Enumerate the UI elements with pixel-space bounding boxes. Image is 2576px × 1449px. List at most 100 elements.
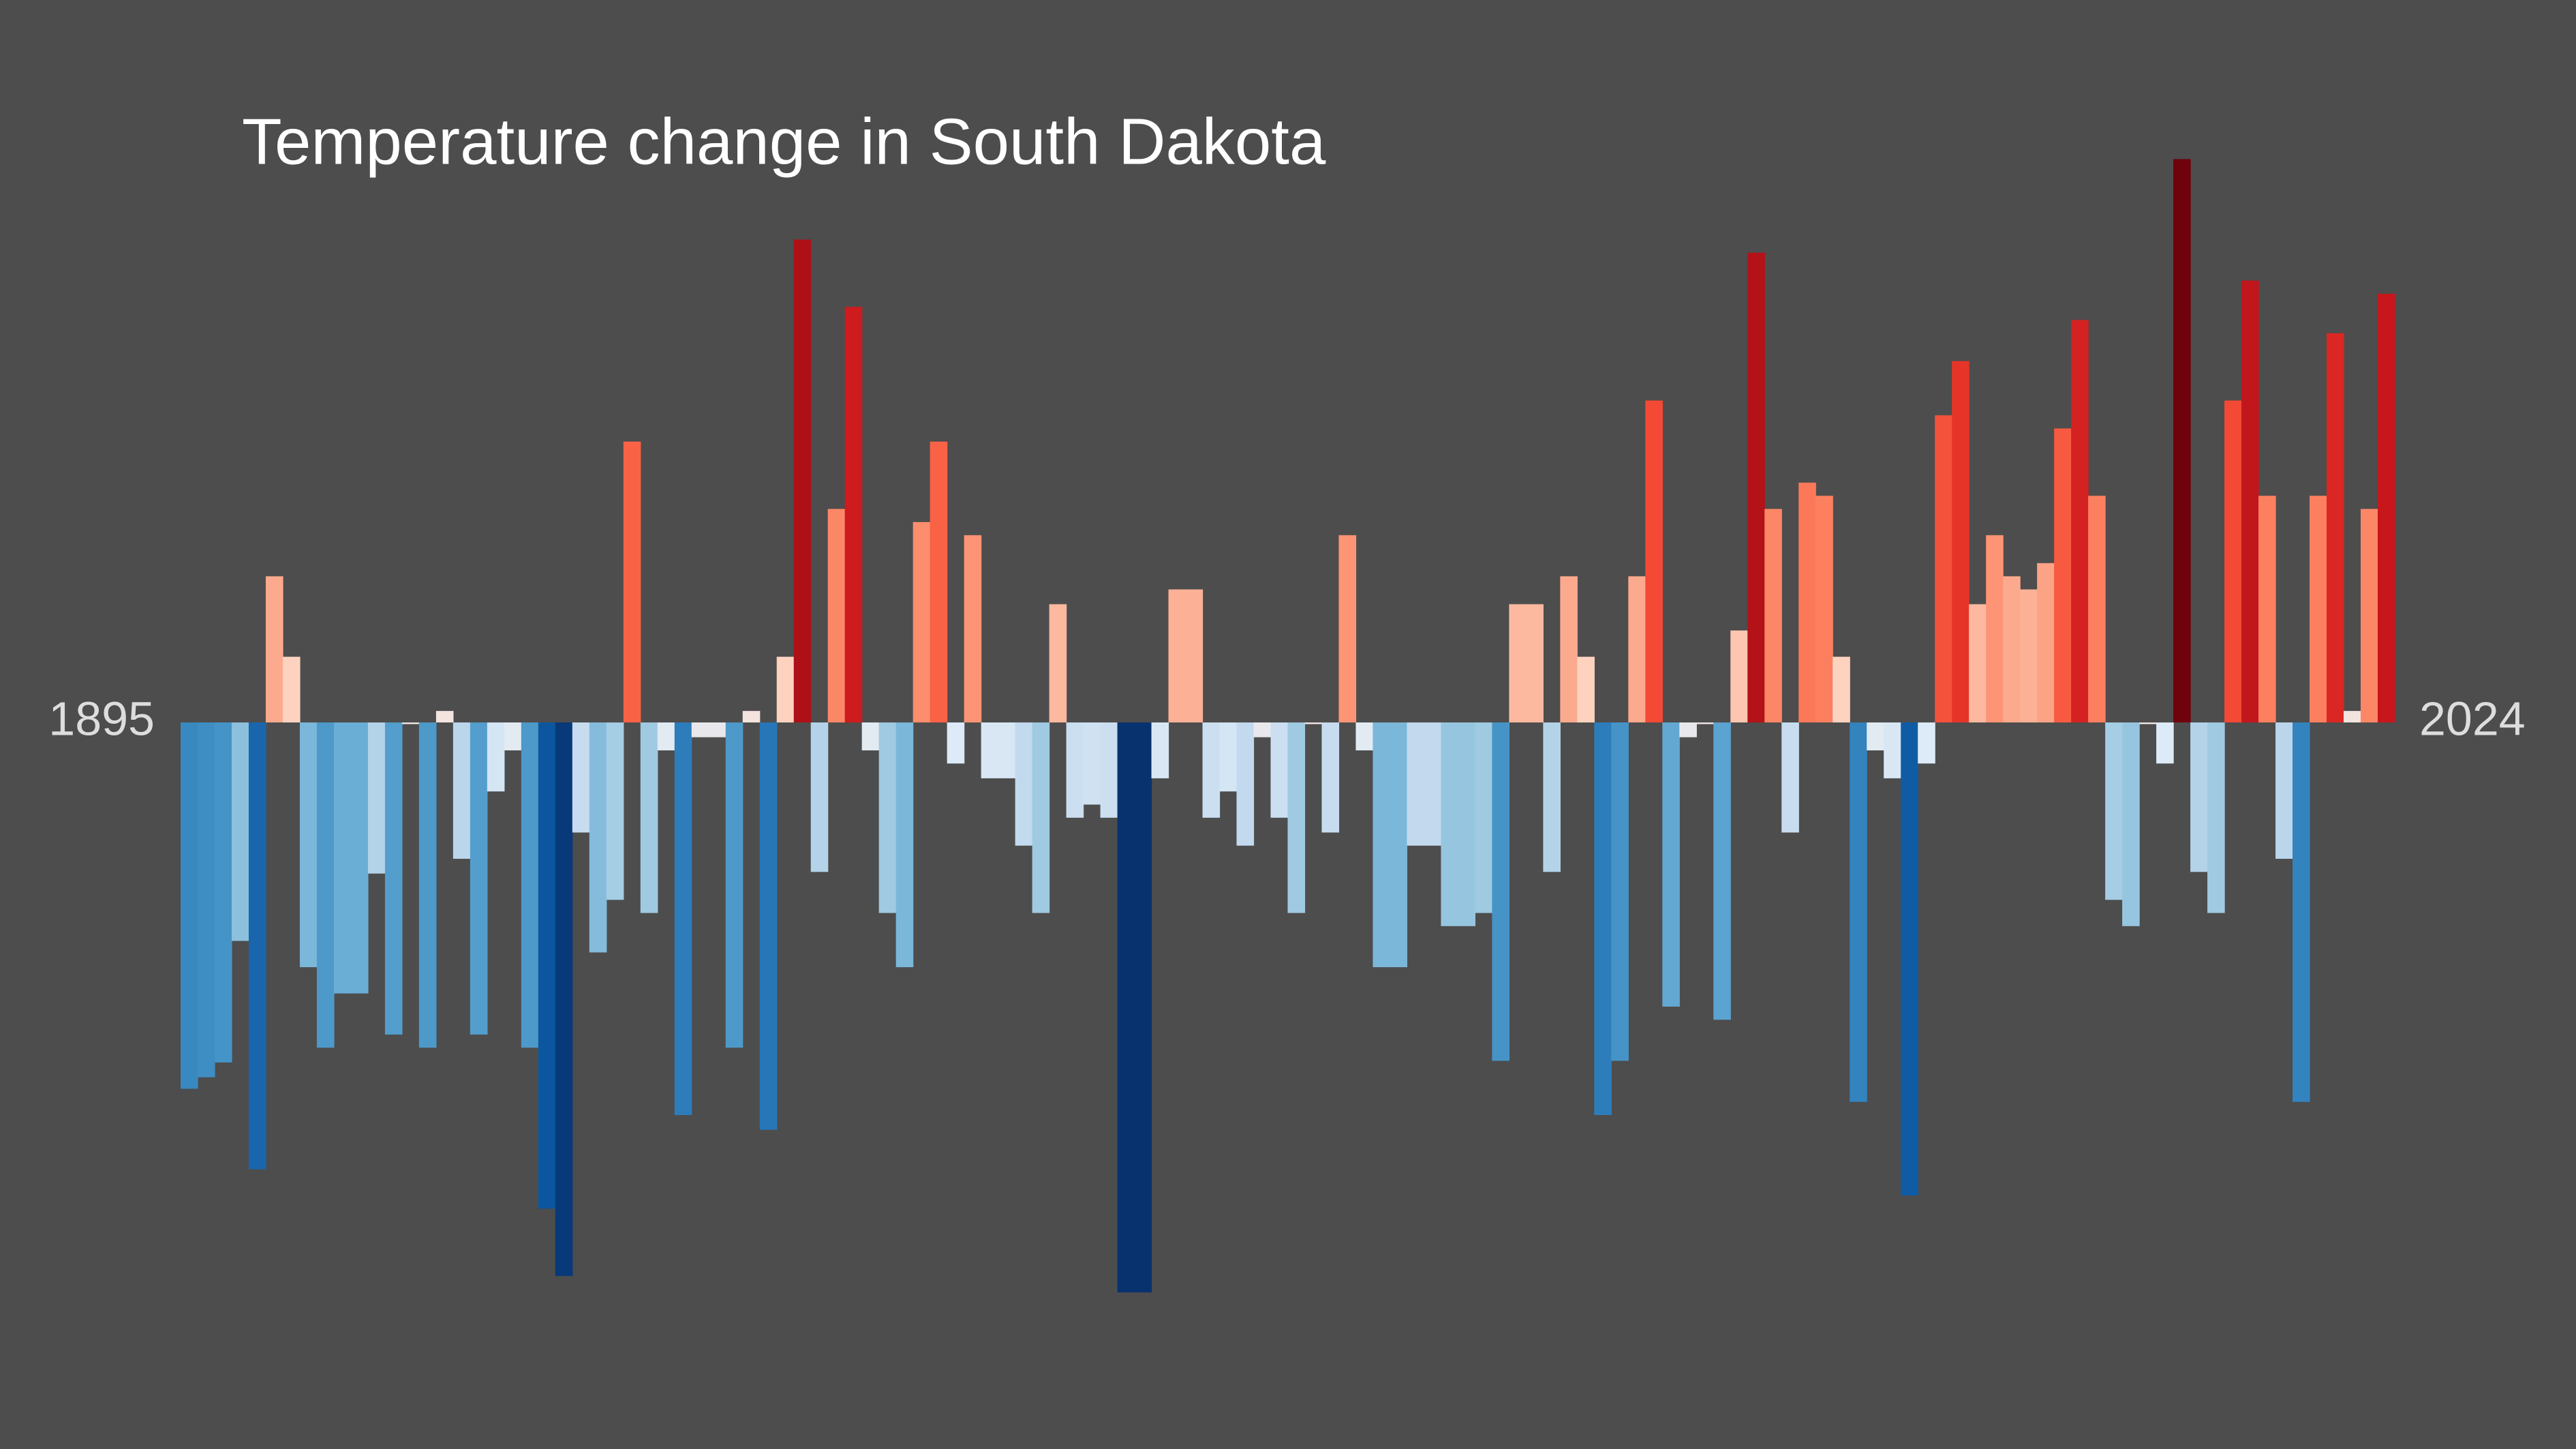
- bar: [181, 722, 198, 1089]
- bar: [1355, 722, 1374, 750]
- bar: [1475, 722, 1493, 913]
- bar: [2003, 576, 2021, 722]
- bar: [282, 656, 301, 722]
- bar: [759, 722, 778, 1130]
- bar: [1509, 604, 1527, 722]
- bar: [2344, 711, 2361, 722]
- bar: [1015, 722, 1033, 846]
- bar: [1815, 495, 1833, 722]
- bar: [197, 722, 215, 1078]
- bar: [1270, 722, 1289, 818]
- bar: [2310, 495, 2327, 722]
- bar: [265, 576, 283, 722]
- bar: [1662, 722, 1680, 1007]
- bar: [401, 722, 420, 724]
- bar: [2122, 722, 2140, 926]
- bar: [1373, 722, 1391, 968]
- bar: [2275, 722, 2293, 859]
- bar: [1492, 722, 1509, 1061]
- bar: [1577, 656, 1595, 722]
- bar: [2105, 722, 2123, 900]
- bar: [2241, 280, 2259, 723]
- bar: [895, 722, 914, 968]
- bar: [1134, 722, 1152, 1293]
- bar: [248, 722, 266, 1170]
- bar: [1066, 722, 1084, 818]
- bar: [367, 722, 386, 874]
- bar: [1645, 400, 1663, 722]
- bar: [708, 722, 726, 737]
- bar: [1935, 415, 1952, 722]
- bar: [1202, 722, 1221, 818]
- bar: [691, 722, 709, 737]
- bar: [316, 722, 335, 1048]
- bar: [2054, 428, 2072, 722]
- bar: [1594, 722, 1612, 1115]
- bar: [1526, 604, 1544, 722]
- bar: [810, 722, 829, 872]
- bar: [1185, 589, 1203, 722]
- bar: [1100, 722, 1118, 818]
- bar: [1747, 252, 1765, 722]
- bar: [1798, 483, 1816, 722]
- bar: [861, 722, 880, 750]
- bar: [1713, 722, 1731, 1020]
- bar: [2207, 722, 2225, 913]
- bar: [2293, 722, 2310, 1102]
- bar: [1679, 722, 1697, 737]
- bar: [504, 722, 522, 750]
- bar: [1901, 722, 1918, 1196]
- chart-title: Temperature change in South Dakota: [242, 105, 1326, 178]
- bar: [827, 508, 846, 722]
- bar: [1781, 722, 1799, 833]
- bar: [998, 722, 1016, 778]
- bar: [418, 722, 437, 1048]
- bar: [913, 521, 931, 722]
- bar: [572, 722, 590, 833]
- bar: [1338, 535, 1357, 722]
- bar: [1833, 656, 1850, 722]
- bar: [2190, 722, 2208, 872]
- bar: [844, 307, 863, 722]
- bar: [2224, 400, 2242, 722]
- bar: [333, 722, 352, 994]
- bar: [1611, 722, 1629, 1061]
- bar: [1850, 722, 1867, 1102]
- bar: [384, 722, 403, 1035]
- bar: [1986, 535, 2004, 722]
- bar: [299, 722, 318, 968]
- bar: [640, 722, 658, 913]
- bar: [2327, 333, 2344, 723]
- bar: [1287, 722, 1306, 913]
- bar: [2173, 159, 2191, 722]
- bar: [1049, 604, 1067, 722]
- bar: [964, 535, 982, 722]
- bar: [589, 722, 607, 953]
- bar: [1390, 722, 1408, 968]
- bar: [2378, 293, 2395, 722]
- bar: [435, 711, 454, 722]
- bar: [776, 656, 795, 722]
- bar: [725, 722, 743, 1048]
- bar: [231, 722, 249, 941]
- bar: [1458, 722, 1476, 926]
- bar: [350, 722, 369, 994]
- bar: [1441, 722, 1459, 926]
- bar: [742, 711, 761, 722]
- bar: [1884, 722, 1901, 778]
- bar: [1730, 630, 1748, 722]
- bar: [470, 722, 488, 1035]
- bar: [2037, 563, 2055, 722]
- bar: [930, 441, 948, 722]
- bar: [1560, 576, 1578, 722]
- bar: [2139, 722, 2157, 724]
- bar: [793, 239, 812, 723]
- bar: [1952, 361, 1969, 722]
- bar: [1168, 589, 1186, 722]
- bar: [1764, 508, 1782, 722]
- bar: [1253, 722, 1272, 737]
- bar: [657, 722, 675, 750]
- bar: [214, 722, 232, 1063]
- bar: [1628, 576, 1646, 722]
- bar: [1424, 722, 1442, 846]
